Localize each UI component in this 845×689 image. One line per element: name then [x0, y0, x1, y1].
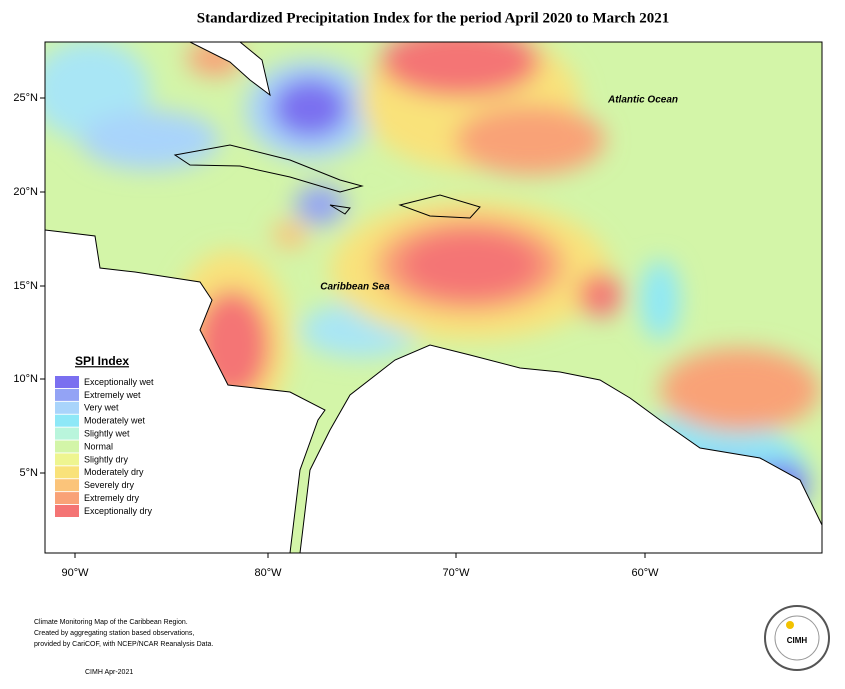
islands: [173, 144, 481, 219]
lat-label: 10°N: [13, 373, 38, 385]
logo: CIMH: [764, 605, 830, 671]
legend-swatch: [55, 466, 79, 479]
graticule-labels: 25°N 20°N 15°N 10°N 5°N 90°W 80°W 70°W 60°W: [13, 92, 659, 579]
title: Standardized Precipitation Index for the…: [197, 10, 670, 26]
legend-label: Very wet: [84, 403, 119, 413]
logo-sun: [786, 621, 794, 629]
legend-label: Extremely dry: [84, 493, 140, 503]
legend-title: SPI Index: [75, 354, 129, 368]
legend-label: Slightly dry: [84, 454, 129, 464]
legend-label: Extremely wet: [84, 390, 141, 400]
legend-swatch: [55, 492, 79, 505]
footer-line: Created by aggregating station based obs…: [34, 630, 194, 637]
footer-line: provided by CariCOF, with NCEP/NCAR Rean…: [34, 641, 213, 648]
florida: [189, 42, 271, 97]
lat-label: 15°N: [13, 280, 38, 292]
legend-swatch: [55, 427, 79, 440]
lon-label: 70°W: [442, 567, 470, 579]
sea-label: Caribbean Sea: [320, 282, 390, 293]
lat-label: 25°N: [13, 92, 38, 104]
lon-label: 80°W: [254, 567, 282, 579]
legend-swatch: [55, 414, 79, 427]
legend-label: Moderately wet: [84, 416, 146, 426]
lat-label: 20°N: [13, 186, 38, 198]
ocean-label: Atlantic Ocean: [607, 95, 678, 106]
legend-swatch: [55, 388, 79, 401]
legend-label: Exceptionally dry: [84, 506, 153, 516]
logo-circle: [764, 605, 830, 671]
south-america: [299, 344, 822, 553]
lat-label: 5°N: [20, 467, 39, 479]
legend-swatch: [55, 401, 79, 414]
map-frame: [44, 41, 823, 554]
legend-label: Slightly wet: [84, 428, 130, 438]
legend-swatch: [55, 376, 79, 388]
legend-swatch: [55, 453, 79, 466]
legend-label: Exceptionally wet: [84, 377, 154, 387]
lon-label: 90°W: [61, 567, 89, 579]
footer-line: Climate Monitoring Map of the Caribbean …: [34, 619, 188, 626]
logo-ring: [774, 615, 820, 661]
land: [45, 42, 822, 553]
legend-swatch: [55, 479, 79, 492]
legend-label: Severely dry: [84, 480, 135, 490]
footer: Climate Monitoring Map of the Caribbean …: [34, 619, 213, 676]
central-america: [45, 229, 326, 553]
footer-credit: CIMH Apr-2021: [85, 669, 133, 676]
legend-label: Moderately dry: [84, 467, 144, 477]
legend-label: Normal: [84, 441, 113, 451]
spi-field: [45, 42, 822, 553]
legend: SPI Index Exceptionally wet Extremely wet…: [55, 354, 154, 517]
legend-swatch: [55, 505, 79, 517]
legend-swatch: [55, 440, 79, 453]
logo-text: CIMH: [787, 636, 808, 645]
lon-label: 60°W: [631, 567, 659, 579]
